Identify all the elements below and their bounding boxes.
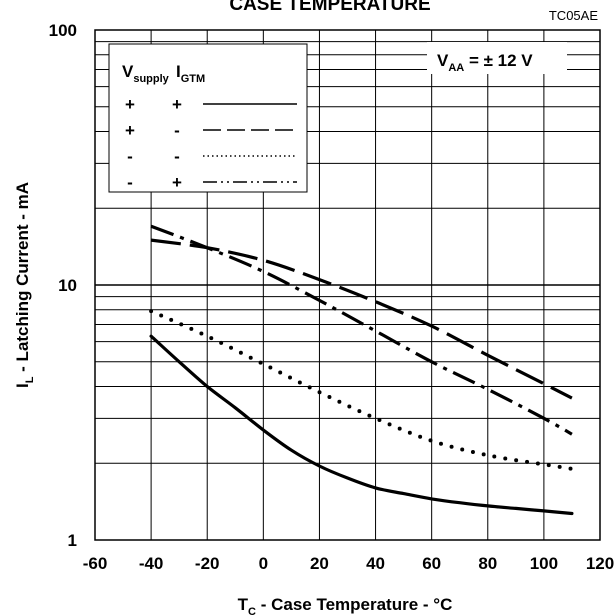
x-tick-label: 100	[530, 554, 558, 573]
legend-vsupply-sign: -	[127, 147, 133, 166]
y-tick-label: 10	[58, 276, 77, 295]
x-tick-label: 80	[478, 554, 497, 573]
legend-vsupply-sign: -	[127, 173, 133, 192]
x-tick-label: -40	[139, 554, 164, 573]
legend-box	[108, 43, 308, 193]
x-axis-title: TC - Case Temperature - °C	[238, 595, 453, 616]
legend-vsupply-sign: +	[125, 95, 135, 114]
grid	[94, 30, 601, 540]
vaa-annotation-text: VAA = ± 12 V	[437, 51, 533, 74]
legend-rows: + + + - - - - +	[125, 95, 297, 192]
legend-igtm-sign: -	[174, 147, 180, 166]
x-tick-label: 20	[310, 554, 329, 573]
plot-border	[94, 29, 601, 541]
legend-igtm-sign: +	[172, 95, 182, 114]
x-tick-label: -20	[195, 554, 220, 573]
legend-igtm-sign: -	[174, 121, 180, 140]
series-line-dash-dot	[150, 224, 573, 436]
legend: Vsupply IGTM + + + - - - - +	[108, 43, 308, 193]
x-tick-label: 60	[422, 554, 441, 573]
figure-code: TC05AE	[549, 8, 598, 23]
series-group	[149, 224, 574, 516]
y-axis-ticks: 1 10 100	[49, 21, 77, 550]
x-tick-label: -60	[83, 554, 108, 573]
x-tick-label: 120	[586, 554, 614, 573]
series-line-solid	[149, 334, 574, 516]
chart-title: CASE TEMPERATURE	[229, 0, 430, 15]
y-tick-label: 100	[49, 21, 77, 40]
legend-igtm-sign: +	[172, 173, 182, 192]
y-axis-title: IL - Latching Current - mA	[13, 182, 36, 388]
vaa-annotation: VAA = ± 12 V	[427, 42, 567, 74]
vaa-annotation-box	[427, 42, 567, 74]
legend-header-vsupply: Vsupply	[122, 62, 170, 85]
legend-vsupply-sign: +	[125, 121, 135, 140]
x-tick-label: 0	[259, 554, 268, 573]
y-tick-label: 1	[68, 531, 77, 550]
legend-header-igtm: IGTM	[176, 62, 205, 85]
x-tick-label: 40	[366, 554, 385, 573]
series-line-dashed	[150, 238, 573, 400]
x-axis-ticks: -60 -40 -20 0 20 40 60 80 100 120	[83, 554, 614, 573]
